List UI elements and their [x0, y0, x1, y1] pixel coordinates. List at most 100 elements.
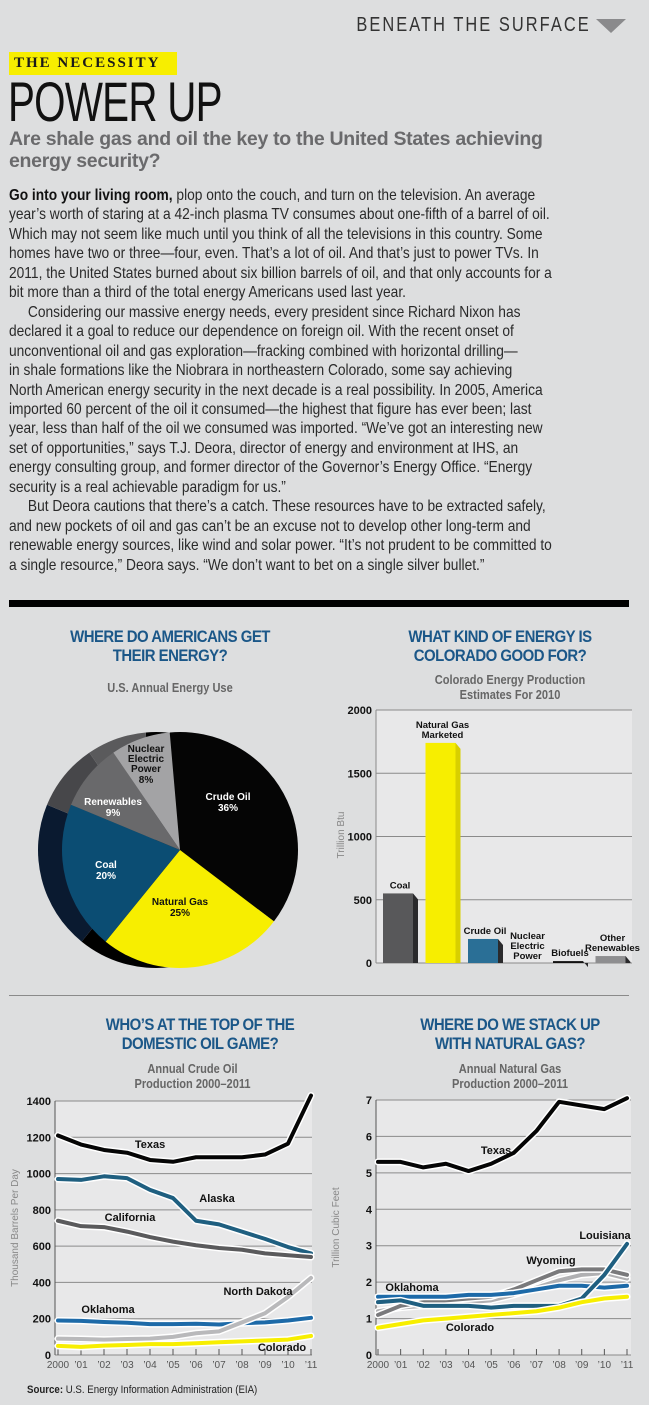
- series-label: Alaska: [199, 1193, 235, 1205]
- x-tick-label: ’07: [212, 1360, 226, 1371]
- series-line: [376, 1283, 629, 1299]
- bar-label: Natural Gas: [416, 720, 469, 731]
- x-tick-label: ’05: [485, 1360, 499, 1371]
- bar-label: Nuclear: [510, 931, 545, 942]
- pie-value: 36%: [218, 803, 238, 814]
- article-line: energy consulting group, and former dire…: [9, 458, 559, 477]
- bar-side: [455, 742, 461, 963]
- y-tick-label: 2000: [348, 705, 372, 717]
- pie-chart-title: WHERE DO AMERICANS GET THEIR ENERGY?: [70, 627, 270, 665]
- bar-side: [583, 961, 588, 968]
- article-line: renewable energy sources, like wind and …: [9, 536, 559, 555]
- bar-side: [498, 938, 503, 963]
- y-axis-label: Thousand Barrels Per Day: [10, 1169, 21, 1287]
- pie-value: 25%: [170, 908, 190, 919]
- pie-slice: [169, 732, 298, 922]
- y-tick-label: 200: [33, 1314, 51, 1326]
- x-tick-label: ’10: [598, 1360, 612, 1371]
- y-tick-label: 1500: [348, 768, 372, 780]
- article-text: in shale formations like the Niobrara in…: [9, 362, 513, 380]
- x-tick-label: ’09: [258, 1360, 272, 1371]
- pie-label: Electric: [128, 754, 165, 765]
- x-tick-label: ’09: [575, 1360, 589, 1371]
- article-line: a single resource,” Deora says. “We don’…: [9, 556, 559, 575]
- y-tick-label: 7: [366, 1095, 372, 1107]
- article-text: year’s worth of staring at a 42-inch pla…: [9, 206, 550, 224]
- y-tick-label: 0: [45, 1350, 51, 1362]
- bar: [425, 742, 456, 963]
- article-line: Go into your living room, plop onto the …: [9, 186, 559, 205]
- article-text: and new pockets of oil and gas can’t be …: [9, 517, 531, 535]
- bar-side: [413, 893, 418, 963]
- pie-value: 9%: [106, 808, 121, 819]
- article-body: Go into your living room, plop onto the …: [9, 186, 649, 575]
- series-line: [376, 1241, 629, 1310]
- pie-label: Power: [131, 764, 161, 775]
- series-label: Oklahoma: [385, 1282, 439, 1294]
- y-tick-label: 1000: [348, 832, 372, 844]
- pie-slice: [105, 850, 274, 968]
- article-line: unconventional oil and gas exploration—f…: [9, 342, 559, 361]
- pie-label: Natural Gas: [152, 897, 209, 908]
- bar-chart-title: WHAT KIND OF ENERGY IS COLORADO GOOD FOR…: [408, 627, 592, 665]
- gas-chart-subtitle: Annual Natural Gas Production 2000–2011: [451, 1061, 569, 1091]
- y-tick-label: 0: [366, 958, 372, 970]
- article-line: and new pockets of oil and gas can’t be …: [9, 517, 559, 536]
- article-text: imported 60 percent of the oil it consum…: [9, 400, 532, 418]
- x-tick-label: ’01: [394, 1360, 408, 1371]
- bar-label: Coal: [390, 880, 411, 891]
- pie-label: Renewables: [84, 797, 142, 808]
- bar-chart-subtitle: Colorado Energy Production Estimates For…: [434, 672, 586, 702]
- divider: [9, 995, 629, 996]
- kicker-label: THE NECESSITY: [9, 52, 177, 75]
- article-text: Which may not seem like much until you t…: [9, 225, 543, 243]
- article-text: a single resource,” Deora says. “We don’…: [9, 556, 485, 574]
- x-tick-label: 2000: [47, 1360, 70, 1371]
- pie-value: 8%: [139, 775, 154, 786]
- pie-slice: [113, 732, 180, 850]
- pie-chart-subtitle: U.S. Annual Energy Use: [107, 680, 233, 695]
- bar: [595, 956, 626, 963]
- article-text: set of opportunities,” says T.J. Deora, …: [9, 439, 519, 457]
- x-tick-label: ’04: [462, 1360, 476, 1371]
- x-tick-label: ’03: [439, 1360, 453, 1371]
- pie-slice: [61, 804, 180, 942]
- y-tick-label: 3: [366, 1241, 372, 1253]
- oil-chart-title: WHO’S AT THE TOP OF THE DOMESTIC OIL GAM…: [105, 1015, 295, 1053]
- bar: [553, 961, 583, 963]
- y-tick-label: 4: [366, 1204, 373, 1216]
- bar-label: Other: [600, 933, 626, 944]
- y-tick-label: 1000: [27, 1169, 51, 1181]
- triangle-down-icon: [596, 19, 626, 33]
- article-line: homes have two or three—four, even. That…: [9, 244, 559, 263]
- y-tick-label: 2: [366, 1277, 372, 1289]
- bar-label: Crude Oil: [464, 926, 507, 937]
- series-line: [376, 1096, 629, 1174]
- article-line: year’s worth of staring at a 42-inch pla…: [9, 205, 559, 224]
- bar-label: Electric: [510, 941, 544, 952]
- x-tick-label: ’02: [417, 1360, 431, 1371]
- series-line: [56, 1333, 313, 1349]
- x-tick-label: ’05: [166, 1360, 180, 1371]
- article-line: declared it a goal to reduce our depende…: [9, 322, 559, 341]
- article-line: Considering our massive energy needs, ev…: [9, 303, 559, 322]
- bar-label: Marketed: [422, 730, 464, 741]
- article-line: 2011, the United States burned about six…: [9, 264, 559, 283]
- pie-value: 20%: [96, 871, 116, 882]
- gas-chart-title: WHERE DO WE STACK UP WITH NATURAL GAS?: [420, 1015, 600, 1053]
- y-tick-label: 1: [366, 1314, 372, 1326]
- series-label: Colorado: [258, 1342, 307, 1354]
- x-tick-label: ’01: [74, 1360, 88, 1371]
- pie-label: Nuclear: [128, 744, 165, 755]
- article-text: energy consulting group, and former dire…: [9, 459, 533, 477]
- bar-label: Power: [513, 951, 542, 962]
- article-line: North American energy security in the ne…: [9, 381, 559, 400]
- pie-label: Coal: [95, 860, 117, 871]
- article-text: But Deora cautions that there’s a catch.…: [27, 498, 546, 516]
- y-axis-label: Trillion Cubic Feet: [331, 1187, 342, 1267]
- series-label: North Dakota: [223, 1286, 293, 1298]
- article-line: year, less than half of the oil we consu…: [9, 419, 559, 438]
- divider: [9, 600, 629, 607]
- x-tick-label: ’02: [97, 1360, 111, 1371]
